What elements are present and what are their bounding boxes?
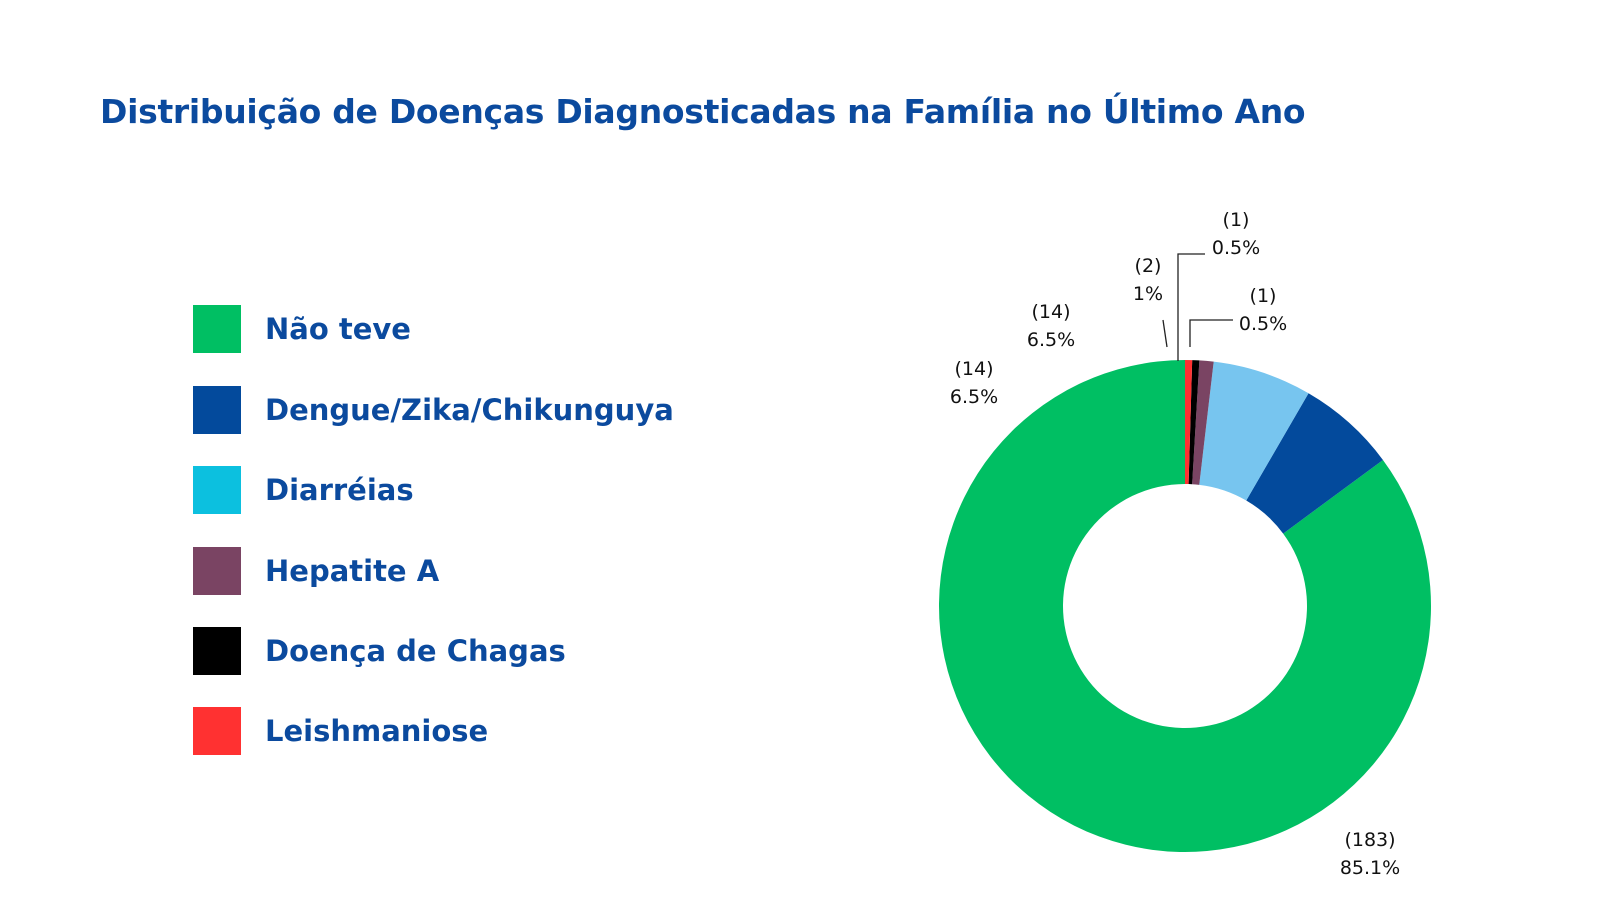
slice-percent-label: 6.5% [950, 386, 998, 408]
slice-count-label: (183) [1344, 829, 1395, 851]
legend-label: Leishmaniose [265, 714, 489, 748]
donut-slice-3 [1192, 360, 1214, 485]
slice-count-label: (1) [1223, 209, 1250, 231]
legend-label: Diarréias [265, 473, 414, 507]
legend-swatch [193, 707, 241, 755]
legend-item-doenca-de-chagas: Doença de Chagas [193, 627, 566, 675]
slice-count-label: (1) [1250, 285, 1277, 307]
legend-item-hepatite-a: Hepatite A [193, 547, 439, 595]
slice-percent-label: 0.5% [1239, 313, 1287, 335]
donut-slice-1 [1246, 393, 1383, 534]
legend-label: Doença de Chagas [265, 634, 566, 668]
donut-slice-0 [938, 360, 1431, 852]
legend-label: Hepatite A [265, 554, 440, 588]
leader-line-4 [1177, 253, 1205, 361]
legend-swatch [193, 386, 241, 434]
slice-labels: (183) 85.1% (14) 6.5% (14) 6.5% (2) 1% (1) 0.5% (1… [950, 209, 1400, 879]
slice-count-label: (2) [1135, 255, 1162, 277]
legend-item-nao-teve: Não teve [193, 305, 411, 353]
legend-swatch [193, 627, 241, 675]
legend-item-dengue: Dengue/Zika/Chikunguya [193, 386, 674, 434]
donut-slice-5 [1185, 360, 1193, 485]
leader-line-5 [1189, 319, 1233, 347]
legend-swatch [193, 305, 241, 353]
legend: Não teve Dengue/Zika/Chikunguya Diarréia… [193, 0, 753, 900]
chart-title: Distribuição de Doenças Diagnosticadas n… [100, 92, 1306, 131]
slice-percent-label: 0.5% [1212, 237, 1260, 259]
leader-line-3 [1162, 319, 1168, 348]
donut-slice-4 [1188, 360, 1200, 485]
legend-item-diarreias: Diarréias [193, 466, 414, 514]
slice-percent-label: 1% [1133, 283, 1163, 305]
slice-count-label: (14) [954, 358, 993, 380]
label-leader-lines [1162, 253, 1233, 361]
slice-percent-label: 85.1% [1340, 857, 1400, 879]
legend-swatch [193, 466, 241, 514]
legend-label: Dengue/Zika/Chikunguya [265, 393, 674, 427]
legend-item-leishmaniose: Leishmaniose [193, 707, 488, 755]
legend-label: Não teve [265, 312, 411, 346]
donut-slices [938, 360, 1431, 852]
slice-percent-label: 6.5% [1027, 329, 1075, 351]
legend-swatch [193, 547, 241, 595]
slice-count-label: (14) [1031, 301, 1070, 323]
donut-slice-2 [1199, 361, 1309, 501]
